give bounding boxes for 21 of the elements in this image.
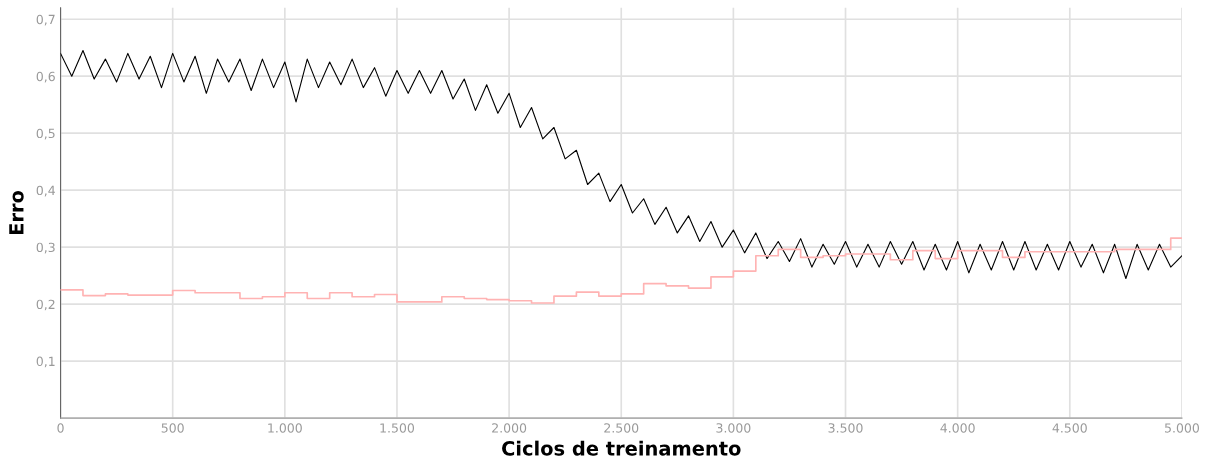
x-axis-title: Ciclos de treinamento: [502, 440, 741, 456]
x-tick-label: 4.500: [1052, 423, 1087, 433]
x-tick-label: 1.500: [380, 423, 415, 433]
x-tick-label: 0: [57, 423, 64, 433]
y-tick-label: 0,2: [36, 299, 55, 311]
y-tick-label: 0,4: [36, 185, 55, 197]
line-series: [60, 50, 1182, 280]
x-tick-label: 3.500: [828, 423, 863, 433]
x-tick-label: 2.000: [492, 423, 527, 433]
y-tick-label: 0,1: [36, 356, 55, 368]
y-tick-label: 0,7: [36, 14, 55, 26]
y-tick-label: 0,3: [36, 242, 55, 254]
x-tick-label: 4.000: [940, 423, 975, 433]
x-tick-label: 5.000: [1165, 423, 1199, 433]
x-tick-label: 500: [161, 423, 184, 433]
x-tick-label: 1.000: [268, 423, 302, 433]
x-tick-label: 2.500: [604, 423, 639, 433]
y-tick-label: 0,6: [36, 71, 55, 83]
y-tick-label: 0,5: [36, 128, 55, 140]
x-tick-label: 3.000: [716, 423, 751, 433]
y-axis-title: Erro: [9, 190, 24, 235]
